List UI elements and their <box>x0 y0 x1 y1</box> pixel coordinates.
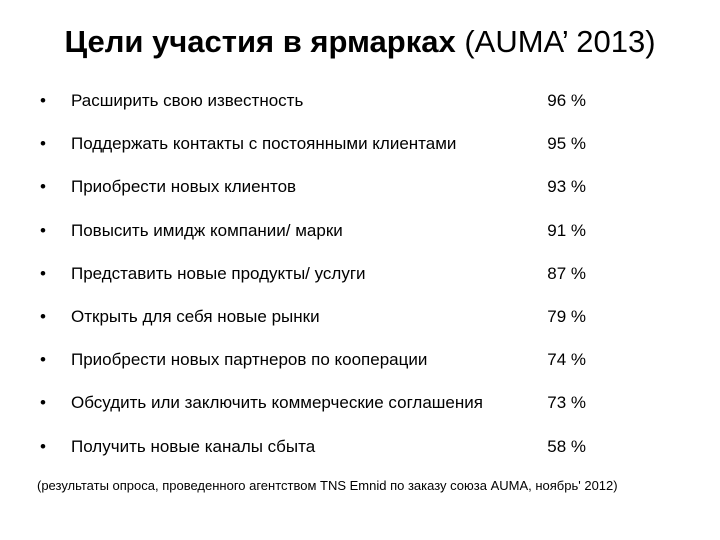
title-main: Цели участия в ярмарках <box>64 24 456 59</box>
bullet-icon: • <box>40 134 46 154</box>
goal-label: Обсудить или заключить коммерческие согл… <box>71 393 483 413</box>
bullet-icon: • <box>40 91 46 110</box>
bullet-icon: • <box>40 263 46 283</box>
bullet-icon: • <box>40 393 46 413</box>
list-item: • Расширить свою известность 96 % <box>0 79 720 122</box>
list-item: • Получить новые каналы сбыта 58 % <box>0 425 720 468</box>
goal-label: Приобрести новых клиентов <box>71 177 297 197</box>
goal-percent: 74 % <box>547 350 586 370</box>
list-item: • Поддержать контакты с постоянными клие… <box>0 122 720 165</box>
goal-percent: 58 % <box>547 436 586 456</box>
list-item: • Открыть для себя новые рынки 79 % <box>0 295 720 338</box>
goal-percent: 95 % <box>547 134 586 154</box>
goal-percent: 87 % <box>547 263 586 283</box>
goal-label: Получить новые каналы сбыта <box>71 436 316 456</box>
goal-percent: 93 % <box>547 177 586 197</box>
goal-label: Поддержать контакты с постоянными клиент… <box>71 134 457 154</box>
title-source: (AUMA’ 2013) <box>455 24 656 59</box>
goal-percent: 73 % <box>547 393 586 413</box>
goal-label: Представить новые продукты/ услуги <box>71 263 366 283</box>
goals-list: • Расширить свою известность 96 % • Подд… <box>0 79 720 468</box>
goal-label: Приобрести новых партнеров по кооперации <box>71 350 428 370</box>
bullet-icon: • <box>40 436 46 456</box>
goal-label: Расширить свою известность <box>71 91 304 110</box>
bullet-icon: • <box>40 220 46 240</box>
list-item: • Приобрести новых клиентов 93 % <box>0 165 720 208</box>
bullet-icon: • <box>40 177 46 197</box>
bullet-icon: • <box>40 306 46 326</box>
goal-percent: 79 % <box>547 306 586 326</box>
goal-label: Повысить имидж компании/ марки <box>71 220 343 240</box>
page-title: Цели участия в ярмарках (AUMA’ 2013) <box>0 22 720 62</box>
list-item: • Приобрести новых партнеров по кооперац… <box>0 338 720 381</box>
list-item: • Обсудить или заключить коммерческие со… <box>0 381 720 424</box>
list-item: • Повысить имидж компании/ марки 91 % <box>0 209 720 252</box>
source-note: (результаты опроса, проведенного агентст… <box>37 478 618 493</box>
goal-label: Открыть для себя новые рынки <box>71 306 320 326</box>
goal-percent: 91 % <box>547 220 586 240</box>
goal-percent: 96 % <box>547 91 586 110</box>
list-item: • Представить новые продукты/ услуги 87 … <box>0 252 720 295</box>
bullet-icon: • <box>40 350 46 370</box>
